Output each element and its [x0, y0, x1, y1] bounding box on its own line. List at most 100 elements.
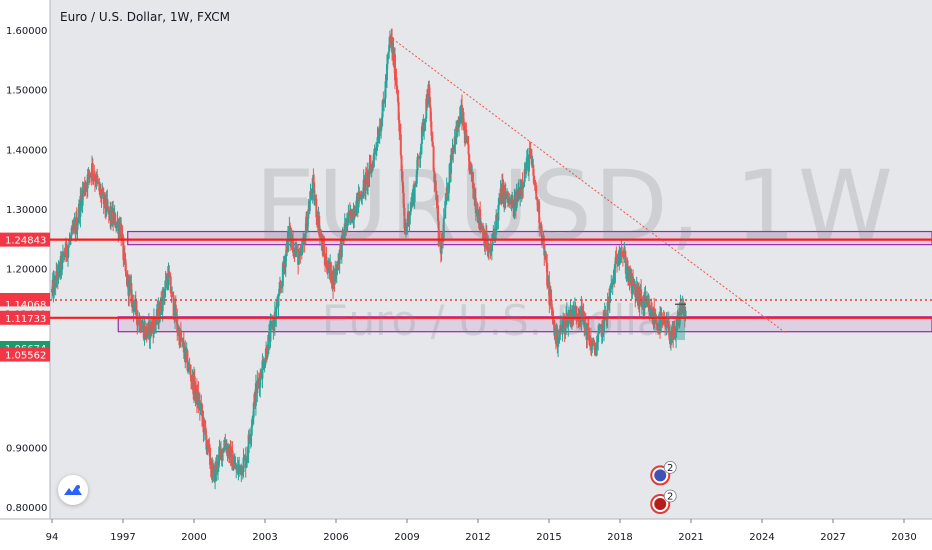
candle-body	[437, 221, 440, 244]
y-tick-label: 1.20000	[6, 265, 47, 276]
x-tick-label: 2024	[749, 532, 774, 543]
candle-body	[446, 187, 449, 199]
candle-body	[316, 217, 319, 219]
candle-body	[381, 100, 384, 118]
candle-body	[388, 37, 391, 45]
candle-body	[308, 200, 311, 211]
candle-body	[146, 334, 149, 339]
candle-body	[458, 116, 461, 125]
candle-body	[684, 310, 687, 318]
candle-body	[128, 281, 131, 285]
candle-body	[433, 170, 436, 182]
price-label-text: 1.24843	[5, 236, 46, 247]
candle-body	[543, 244, 546, 256]
candle-body	[530, 153, 533, 157]
candle-body	[104, 193, 107, 209]
economic-event-icon[interactable]	[650, 489, 677, 515]
candle-body	[309, 190, 312, 201]
symbol-watermark: EURUSD, 1W	[255, 150, 895, 262]
candle-body	[190, 374, 193, 382]
candle-body	[625, 273, 628, 275]
candle-body	[278, 286, 281, 289]
candle-body	[408, 215, 411, 225]
candle-body	[424, 118, 427, 122]
candle-body	[306, 218, 309, 232]
candle-body	[187, 369, 190, 371]
candle-body	[313, 182, 316, 201]
candle-body	[120, 223, 123, 241]
candle-body	[115, 227, 118, 229]
candle-body	[186, 350, 189, 371]
candle-body	[344, 223, 347, 229]
candle-body	[649, 306, 652, 317]
candle-body	[521, 181, 524, 189]
candle-body	[402, 192, 405, 208]
candle-body	[266, 354, 269, 358]
candle-body	[435, 190, 438, 200]
candle-body	[383, 100, 386, 104]
candle-body	[590, 346, 593, 350]
candle-body	[77, 217, 80, 223]
candle-body	[312, 178, 315, 183]
candle-body	[61, 254, 64, 270]
candle-body	[259, 372, 262, 377]
candle-body	[107, 207, 110, 214]
candle-body	[263, 365, 266, 369]
candle-body	[632, 276, 635, 286]
candle-body	[416, 156, 419, 171]
candle-body	[81, 188, 84, 206]
candle-body	[233, 463, 236, 467]
candle-body	[95, 174, 98, 184]
candle-body	[179, 330, 182, 339]
candle-body	[209, 464, 212, 469]
candle-body	[243, 457, 246, 459]
candle-body	[373, 148, 376, 154]
candle-body	[209, 447, 212, 465]
tradingview-logo-icon[interactable]	[58, 475, 88, 505]
candle-body	[130, 283, 133, 304]
candle-body	[608, 292, 611, 303]
candle-body	[247, 434, 250, 453]
candle-body	[650, 306, 653, 309]
candle-body	[451, 147, 454, 159]
candle-body	[222, 448, 225, 453]
candle-body	[134, 299, 137, 308]
candle-body	[589, 337, 592, 350]
candle-body	[586, 323, 589, 330]
candle-body	[353, 214, 356, 220]
candle-body	[525, 157, 528, 169]
candle-body	[342, 230, 345, 235]
candle-body	[131, 294, 134, 302]
candle-body	[490, 250, 493, 253]
candle-body	[153, 317, 156, 323]
x-tick-label: 1997	[110, 532, 135, 543]
candle-body	[205, 435, 208, 450]
candle-body	[237, 467, 240, 474]
candle-body	[672, 329, 675, 340]
candle-body	[480, 223, 483, 230]
candle-body	[401, 171, 404, 182]
candle-body	[597, 331, 600, 334]
candle-body	[420, 126, 423, 144]
candle-body	[84, 187, 87, 192]
candle-body	[242, 457, 245, 473]
candle-body	[659, 316, 662, 333]
candle-body	[511, 199, 514, 206]
candle-body	[513, 199, 516, 217]
candle-body	[176, 317, 179, 332]
candle-body	[101, 189, 104, 193]
candle-body	[383, 98, 386, 101]
candle-body	[376, 137, 379, 148]
candle-body	[431, 141, 434, 147]
price-label-badge	[0, 347, 50, 362]
economic-event-icon[interactable]	[650, 460, 677, 486]
candle-body	[182, 338, 185, 342]
y-tick-label: 1.60000	[6, 26, 47, 37]
candle-body	[463, 126, 466, 131]
candle-body	[163, 288, 166, 298]
candle-body	[93, 175, 96, 177]
candle-body	[557, 336, 560, 343]
candle-body	[557, 342, 560, 347]
candle-body	[444, 201, 447, 219]
